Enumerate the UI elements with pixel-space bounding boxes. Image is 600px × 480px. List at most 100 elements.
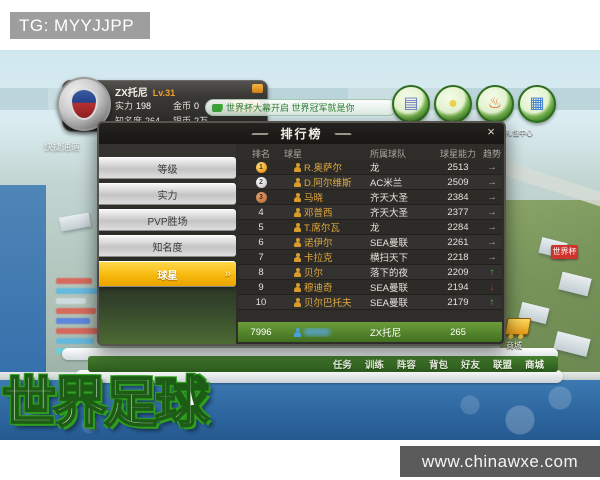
ticket-icon[interactable]: ▤ [392,85,430,123]
tab-label: 球星 [157,270,178,282]
power-cell: 2284 [447,221,469,233]
gift-center-label: 礼包中心 [505,130,533,137]
power-cell: 2261 [447,236,469,248]
trend-up-icon: ↑ [489,296,495,308]
star-name: 贝尔 [304,268,324,279]
panel-toggle-icon[interactable] [252,84,263,93]
table-row[interactable]: 5 T.席尔瓦 龙 2284 → [238,220,502,235]
shield-icon [70,88,98,120]
star-name: 贝尔巴托夫 [304,298,352,309]
trend-flat-icon: → [487,236,497,248]
table-header-row: 排名 球星 所属球队 球星能力 趋势 [238,146,502,160]
player-level: Lv.31 [152,88,176,98]
mall-cart-icon[interactable] [504,318,532,335]
tab-实力[interactable]: 实力 [99,183,236,205]
table-row[interactable]: 3 马晓 齐天大圣 2384 → [238,190,502,205]
star-cell: R.奥萨尔 [284,160,370,174]
watermark-bar: www.chinawxe.com [400,446,600,477]
nav-item-背包[interactable]: 背包 [428,360,448,371]
star-cell: 贝尔 [284,265,370,279]
nav-item-任务[interactable]: 任务 [332,360,352,371]
star-cell: 卡拉克 [284,250,370,264]
table-row[interactable]: 2 D.阿尔维斯 AC米兰 2509 → [238,175,502,190]
tab-PVP胜场[interactable]: PVP胜场 [99,209,236,231]
table-row[interactable]: 10 贝尔巴托夫 SEA曼联 2179 ↑ [238,295,502,310]
quick-channel-label[interactable]: 快捷通道 [44,142,81,152]
player-icon [294,222,301,232]
team-cell: SEA曼联 [370,283,409,294]
tab-球星[interactable]: 球星 ›› [99,261,236,287]
trend-flat-icon: → [487,161,497,173]
rank-cell: 8 [258,266,264,278]
close-icon[interactable]: × [487,124,495,139]
top-icon-bar: ▤ ● ♨ ▦ [392,85,556,123]
rank-cell: 5 [258,221,264,233]
star-name: 马晓 [304,193,324,204]
nav-item-联盟[interactable]: 联盟 [492,360,512,371]
building [59,212,91,232]
player-icon [294,237,301,247]
table-row[interactable]: 9 穆迪奇 SEA曼联 2194 ↓ [238,280,502,295]
star-cell: T.席尔瓦 [284,220,370,234]
star-name: R.奥萨尔 [304,163,343,174]
chat-line [56,298,86,304]
star-cell: 穆迪奇 [284,280,370,294]
team-cell: 落下的夜 [370,268,409,279]
nav-item-阵容[interactable]: 阵容 [396,360,416,371]
trend-flat-icon: → [487,176,497,188]
gift-icon[interactable]: ▦ [518,85,556,123]
own-star-name [304,328,330,336]
gold-medal-icon: 1 [255,162,267,173]
team-cell: 龙 [370,223,380,234]
broadcast-bar: 世界杯大幕开启 世界冠军就是你 [205,99,397,116]
player-icon-blue [294,327,301,337]
own-team: ZX托尼 [370,328,402,339]
team-cell: 龙 [370,163,380,174]
nav-item-好友[interactable]: 好友 [460,360,480,371]
nav-item-训练[interactable]: 训练 [364,360,384,371]
star-name: 邓普西 [304,208,333,219]
nav-item-商城[interactable]: 商城 [524,360,544,371]
tab-label: 实力 [157,190,178,202]
rank-cell: 2 [238,176,284,188]
own-power: 265 [450,326,466,338]
column-header: 球星 [284,148,303,159]
tab-知名度[interactable]: 知名度 [99,235,236,257]
star-cell: 诺伊尔 [284,235,370,249]
table-row[interactable]: 6 诺伊尔 SEA曼联 2261 → [238,235,502,250]
team-cell: SEA曼联 [370,298,409,309]
worldcup-badge[interactable]: 世界杯 [551,245,578,259]
own-rank: 7996 [250,326,272,338]
table-row[interactable]: 7 卡拉克 横扫天下 2218 → [238,250,502,265]
tab-label: 知名度 [152,242,183,254]
star-name: D.阿尔维斯 [304,178,352,189]
table-row[interactable]: 8 贝尔 落下的夜 2209 ↑ [238,265,502,280]
rank-cell: 6 [258,236,264,248]
dialog-title: 排行榜 [280,127,323,141]
star-cell: 贝尔巴托夫 [284,295,370,309]
power-cell: 2179 [447,296,469,308]
tab-label: PVP胜场 [147,216,188,228]
column-header: 排名 [251,148,270,159]
team-cell: 齐天大圣 [370,193,409,204]
coin-icon[interactable]: ● [434,85,472,123]
player-icon [294,177,301,187]
chat-line [56,338,94,344]
flame-icon[interactable]: ♨ [476,85,514,123]
team-cell: 齐天大圣 [370,208,409,219]
player-icon [294,267,301,277]
player-icon [294,192,301,202]
table-row[interactable]: 4 邓普西 齐天大圣 2377 → [238,205,502,220]
player-icon [294,252,301,262]
rank-cell: 3 [238,191,284,203]
player-icon [294,297,301,307]
bottom-nav-bar: 任务 训练 阵容 背包 好友 联盟 商城 [88,356,558,372]
tab-等级[interactable]: 等级 [99,157,236,179]
table-row[interactable]: 1 R.奥萨尔 龙 2513 → [238,160,502,175]
rank-cell: 1 [238,161,284,173]
trend-flat-icon: → [487,206,497,218]
bottom-tray-bar [75,370,563,383]
stat-金币: 金币 0 [173,101,200,111]
